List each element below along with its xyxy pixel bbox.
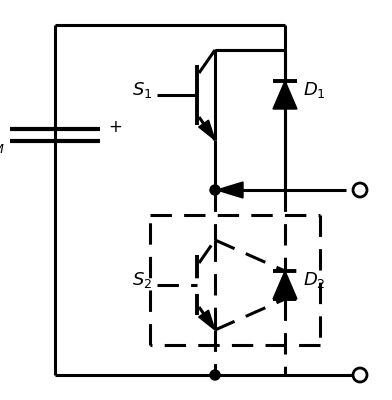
Text: $D_1$: $D_1$ (303, 80, 326, 100)
Circle shape (353, 368, 367, 382)
Text: $S_2$: $S_2$ (132, 270, 152, 290)
Polygon shape (199, 120, 215, 140)
Text: $+$: $+$ (108, 118, 122, 136)
Polygon shape (199, 310, 215, 330)
Circle shape (210, 370, 220, 380)
Text: $S_1$: $S_1$ (132, 80, 152, 100)
Text: $C_{SM}$: $C_{SM}$ (0, 135, 5, 155)
Polygon shape (273, 271, 297, 299)
Text: $D_2$: $D_2$ (303, 270, 326, 290)
Circle shape (210, 185, 220, 195)
Circle shape (353, 183, 367, 197)
Polygon shape (217, 182, 243, 198)
Polygon shape (273, 81, 297, 109)
